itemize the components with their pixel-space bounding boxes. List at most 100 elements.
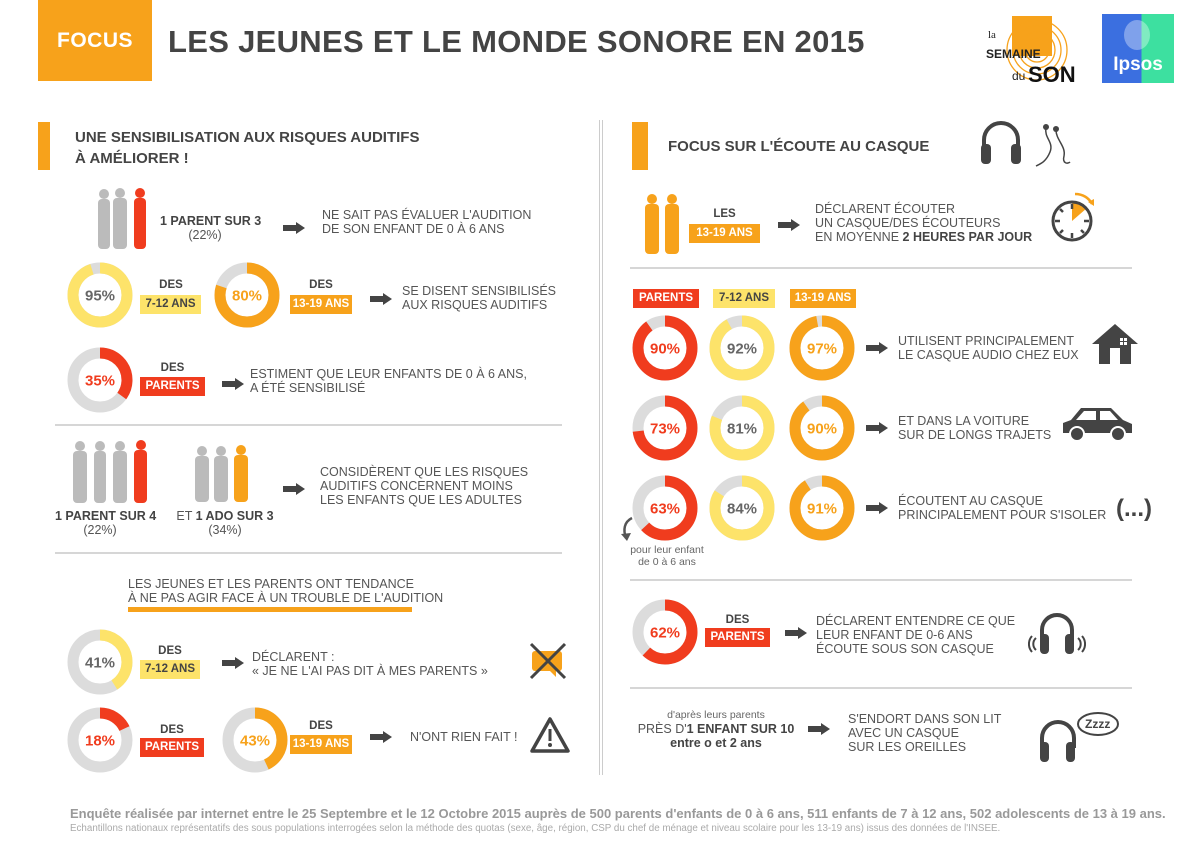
row-text-bold: entre o et 2 ans <box>670 736 762 750</box>
svg-text:SEMAINE: SEMAINE <box>986 47 1041 61</box>
clock-icon <box>1051 192 1094 242</box>
donut-label: 84% <box>727 501 757 518</box>
des-label: DES <box>309 720 333 732</box>
donut-value-arc <box>632 599 698 665</box>
donut-73: 73% <box>632 395 698 461</box>
row-text: SUR LES OREILLES <box>848 740 967 754</box>
subheading-underline <box>128 607 412 612</box>
donut-value-arc <box>632 475 698 541</box>
donut-label: 63% <box>650 501 680 518</box>
donut-value-arc <box>67 707 133 773</box>
column-divider <box>599 120 603 775</box>
divider <box>630 579 1132 581</box>
row-text: AVEC UN CASQUE <box>848 726 959 740</box>
note-text: de 0 à 6 ans <box>638 556 696 568</box>
section-heading-right: FOCUS SUR L'ÉCOUTE AU CASQUE <box>668 138 930 155</box>
section-marker <box>38 122 50 170</box>
donut-label: 92% <box>727 341 757 358</box>
row-text: N'ONT RIEN FAIT ! <box>410 730 518 744</box>
row-text: DE SON ENFANT DE 0 À 6 ANS <box>322 222 505 236</box>
donut-label: 80% <box>232 288 262 305</box>
zzz-label: Zzzz <box>1085 717 1111 731</box>
donut-label: 73% <box>650 421 680 438</box>
footer-sample-note: Echantillons nationaux représentatifs de… <box>70 823 1001 834</box>
legend-7-12: 7-12 ANS <box>713 289 775 308</box>
donut-value-arc <box>67 629 133 695</box>
stat-pct: (34%) <box>208 523 242 537</box>
badge-13-19: 13-19 ANS <box>290 295 352 314</box>
row-text: SUR DE LONGS TRAJETS <box>898 428 1052 442</box>
page-title: LES JEUNES ET LE MONDE SONORE EN 2015 <box>168 24 865 59</box>
badge-parents: PARENTS <box>705 628 770 647</box>
donut-63: 63% <box>632 475 698 541</box>
row-text: NE SAIT PAS ÉVALUER L'AUDITION <box>322 208 532 222</box>
house-icon <box>1092 324 1138 364</box>
svg-text:du: du <box>1012 69 1025 83</box>
row-text: UN CASQUE/DES ÉCOUTEURS <box>815 216 1001 230</box>
row-text: PRÈS D' <box>637 722 687 736</box>
row-text: CONSIDÈRENT QUE LES RISQUES <box>320 465 529 479</box>
row-text: ÉCOUTENT AU CASQUE <box>898 494 1043 508</box>
section-marker <box>632 122 648 170</box>
donut-84: 84% <box>709 475 775 541</box>
donut-18: 18% <box>67 707 133 773</box>
row-text: LEUR ENFANT DE 0-6 ANS <box>816 628 973 642</box>
donut-35: 35% <box>67 347 133 413</box>
divider <box>630 687 1132 689</box>
arrow-right-icon <box>866 422 888 434</box>
divider <box>55 424 562 426</box>
donut-62: 62% <box>632 599 698 665</box>
logo-ipsos: Ipsos <box>1102 14 1174 83</box>
donut-90: 90% <box>632 315 698 381</box>
row-text: ET DANS LA VOITURE <box>898 414 1030 428</box>
row-text: S'ENDORT DANS SON LIT <box>848 712 1002 726</box>
row-text: SE DISENT SENSIBILISÉS <box>402 284 556 298</box>
des-label: DES <box>159 279 183 291</box>
donut-label: 97% <box>807 341 837 358</box>
arrow-right-icon <box>283 483 305 495</box>
donut-value-arc <box>222 707 288 773</box>
logo-semaine-du-son: la SEMAINE du SON <box>982 12 1082 87</box>
section-heading-left: UNE SENSIBILISATION AUX RISQUES AUDITIFS… <box>75 127 419 169</box>
row-text: PRINCIPALEMENT POUR S'ISOLER <box>898 508 1107 522</box>
donut-label: 81% <box>727 421 757 438</box>
donut-value-arc <box>214 262 280 328</box>
note-text: pour leur enfant <box>630 544 704 556</box>
arrow-right-icon <box>866 342 888 354</box>
stat-prefix: ET <box>176 509 196 523</box>
earbuds-icon <box>1035 124 1071 167</box>
subheading: LES JEUNES ET LES PARENTS ONT TENDANCE <box>128 577 414 591</box>
row-text: ESTIMENT QUE LEUR ENFANTS DE 0 À 6 ANS, <box>250 367 527 381</box>
badge-7-12: 7-12 ANS <box>140 660 200 679</box>
donut-value-arc <box>67 347 133 413</box>
row-text: ÉCOUTE SOUS SON CASQUE <box>816 642 994 656</box>
des-label: DES <box>309 279 333 291</box>
row-text: LES ENFANTS QUE LES ADULTES <box>320 493 522 507</box>
donut-95: 95% <box>67 262 133 328</box>
des-label: DES <box>160 724 184 736</box>
row-text-bold: 2 HEURES PAR JOUR <box>902 230 1033 244</box>
row-text: AUX RISQUES AUDITIFS <box>402 298 548 312</box>
donut-43: 43% <box>222 707 288 773</box>
badge-13-19: 13-19 ANS <box>290 735 352 754</box>
arrow-right-icon <box>866 502 888 514</box>
note-text: d'après leurs parents <box>667 709 765 721</box>
ellipsis-icon: (...) <box>1116 495 1152 522</box>
row-text-bold: 1 ENFANT SUR 10 <box>686 722 795 736</box>
donut-value-arc <box>789 395 855 461</box>
donut-label: 91% <box>807 501 837 518</box>
donut-92: 92% <box>709 315 775 381</box>
donut-value-arc <box>632 395 698 461</box>
legend-parents: PARENTS <box>633 289 699 308</box>
arrow-right-icon <box>785 627 807 639</box>
donut-80: 80% <box>214 262 280 328</box>
badge-parents: PARENTS <box>140 377 205 396</box>
row-text: A ÉTÉ SENSIBILISÉ <box>250 381 366 395</box>
donut-label: 35% <box>85 373 115 390</box>
parents-1-of-3-icon <box>98 188 146 249</box>
arrow-right-icon <box>778 219 800 231</box>
stat-1-parent-sur-4: 1 PARENT SUR 4 <box>55 509 157 523</box>
focus-label: FOCUS <box>38 0 152 81</box>
arrow-right-icon <box>283 222 305 234</box>
arrow-right-icon <box>370 731 392 743</box>
